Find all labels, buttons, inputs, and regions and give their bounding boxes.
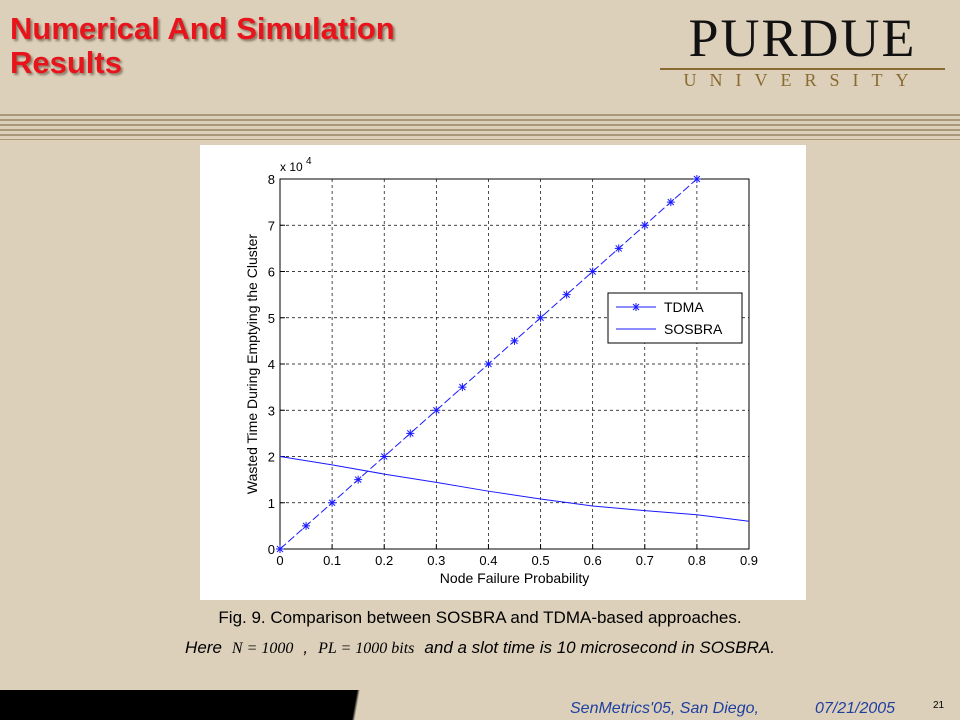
marker: [692, 175, 701, 183]
formula: PL = 1000 bits: [318, 640, 415, 657]
x-tick-label: 0.7: [636, 553, 654, 568]
footer-event: SenMetrics'05, San Diego,: [570, 700, 759, 717]
marker-stroke: [511, 337, 518, 345]
legend-label: TDMA: [664, 299, 704, 315]
marker: [328, 498, 337, 507]
marker-stroke: [485, 360, 492, 368]
x-tick-label: 0.2: [375, 553, 393, 568]
slide-title: Numerical And Simulation Results: [10, 12, 395, 80]
logo-name: PURDUE: [688, 8, 917, 68]
x-tick-label: 0.5: [532, 553, 550, 568]
title-line: Results: [10, 45, 122, 80]
marker: [536, 313, 545, 322]
caption: Fig. 9. Comparison between SOSBRA and TD…: [0, 608, 960, 628]
x-tick-label: 0: [276, 553, 283, 568]
x-tick-label: 0.6: [584, 553, 602, 568]
x-tick-label: 0.1: [323, 553, 341, 568]
caption-text: ,: [303, 638, 309, 657]
footer-bar: [0, 690, 960, 720]
marker-stroke: [667, 198, 675, 206]
x-tick-label: 0.3: [427, 553, 445, 568]
marker: [276, 545, 284, 553]
caption: Here N = 1000, PL = 1000 bits and a slot ti…: [0, 638, 960, 658]
marker: [432, 406, 441, 415]
marker-stroke: [406, 430, 414, 437]
marker-stroke: [302, 522, 310, 530]
header-stripes: [0, 114, 960, 140]
y-tick-label: 5: [268, 311, 275, 326]
marker: [380, 452, 389, 461]
marker: [458, 383, 467, 392]
legend-box: [607, 292, 743, 344]
marker-stroke: [276, 545, 284, 553]
marker-stroke: [589, 268, 597, 275]
marker-stroke: [641, 221, 649, 229]
series-line: [279, 456, 750, 522]
marker: [562, 290, 571, 299]
y-tick-label: 7: [268, 218, 275, 233]
y-tick-label: 2: [268, 450, 275, 465]
marker-stroke: [380, 453, 388, 460]
caption-text: Fig. 9. Comparison between SOSBRA and TD…: [218, 608, 742, 627]
marker-stroke: [563, 291, 570, 298]
marker-stroke: [693, 175, 701, 183]
marker: [354, 475, 363, 484]
y-tick-label: 1: [268, 496, 275, 511]
x-axis-label: Node Failure Probability: [440, 570, 589, 586]
y-tick-label: 6: [268, 265, 275, 280]
marker-stroke: [632, 303, 640, 311]
y-axis-label: Wasted Time During Emptying the Cluster: [244, 234, 260, 494]
marker-stroke: [537, 314, 544, 322]
marker-stroke: [615, 245, 623, 252]
marker: [588, 267, 597, 276]
marker: [484, 360, 493, 368]
title-line: Numerical And Simulation: [10, 11, 395, 46]
legend-label: SOSBRA: [664, 321, 723, 337]
formula: N = 1000: [231, 640, 294, 657]
page-number: 21: [933, 700, 945, 711]
chart-bg: [200, 145, 806, 600]
y-tick-label: 3: [268, 403, 275, 418]
caption-text: and a slot time is 10 microsecond in SOS…: [424, 638, 775, 657]
x-tick-label: 0.9: [740, 553, 758, 568]
plot-frame: [279, 178, 750, 550]
logo: PURDUE UNIVERSITY: [660, 8, 945, 91]
logo-sub: UNIVERSITY: [660, 68, 945, 91]
marker-stroke: [432, 406, 440, 414]
y-tick-label: 0: [268, 542, 275, 557]
marker: [640, 221, 649, 230]
marker-stroke: [354, 476, 362, 483]
y-tick-label: 4: [268, 357, 275, 372]
marker: [666, 198, 675, 207]
footer-date: 07/21/2005: [815, 700, 896, 717]
x-tick-label: 0.4: [479, 553, 497, 568]
marker: [614, 244, 623, 253]
x-tick-label: 0.8: [688, 553, 706, 568]
caption-text: Here: [185, 638, 222, 657]
marker: [406, 429, 415, 438]
marker-stroke: [459, 383, 466, 391]
chart: 0 0.1 0.2 0.3 0.4 0.5 0.6 0.7 0.8 0.9 0 1 2 3 4 5 6 7 8 Nod…: [200, 145, 806, 600]
marker-stroke: [328, 499, 336, 507]
marker: [510, 336, 519, 345]
marker: [302, 521, 311, 530]
y-multiplier: x 10: [280, 160, 303, 174]
y-tick-label: 8: [268, 172, 275, 187]
y-multiplier-exponent: 4: [306, 156, 312, 167]
marker: [632, 303, 640, 311]
